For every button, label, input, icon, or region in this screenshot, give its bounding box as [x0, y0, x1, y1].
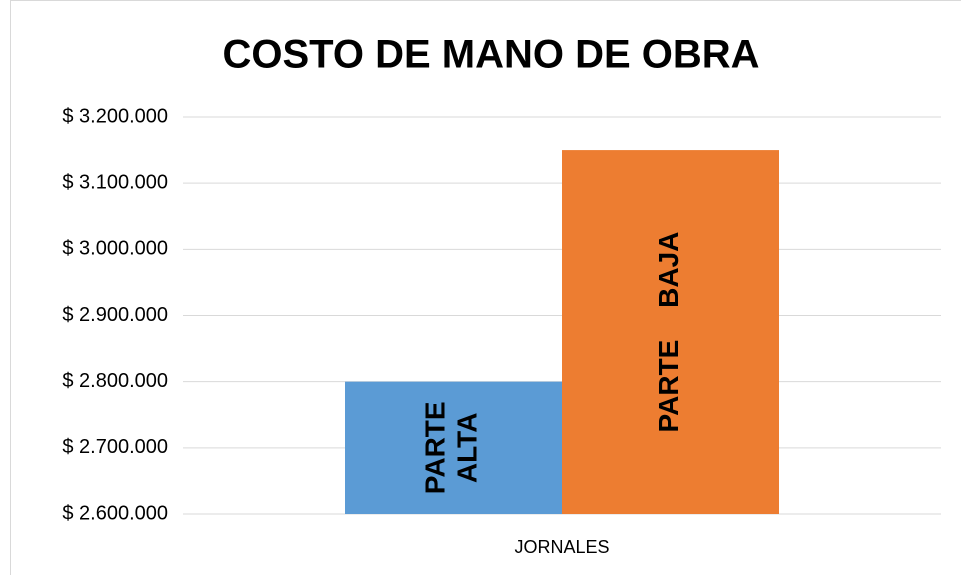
y-tick-label: $ 2.600.000 — [62, 502, 168, 524]
x-tick-label: JORNALES — [514, 537, 609, 557]
y-tick-label: $ 2.700.000 — [62, 436, 168, 458]
bar — [562, 150, 779, 515]
y-tick-label: $ 3.000.000 — [62, 238, 168, 260]
bar — [345, 381, 562, 514]
y-tick-label: $ 2.800.000 — [62, 370, 168, 392]
chart-title: COSTO DE MANO DE OBRA — [222, 33, 759, 77]
y-tick-label: $ 3.100.000 — [62, 171, 168, 193]
series-label: PARTE BAJA — [653, 232, 684, 433]
y-tick-label: $ 2.900.000 — [62, 304, 168, 326]
y-tick-label: $ 3.200.000 — [62, 105, 168, 127]
series-label: PARTEALTA — [420, 401, 483, 494]
